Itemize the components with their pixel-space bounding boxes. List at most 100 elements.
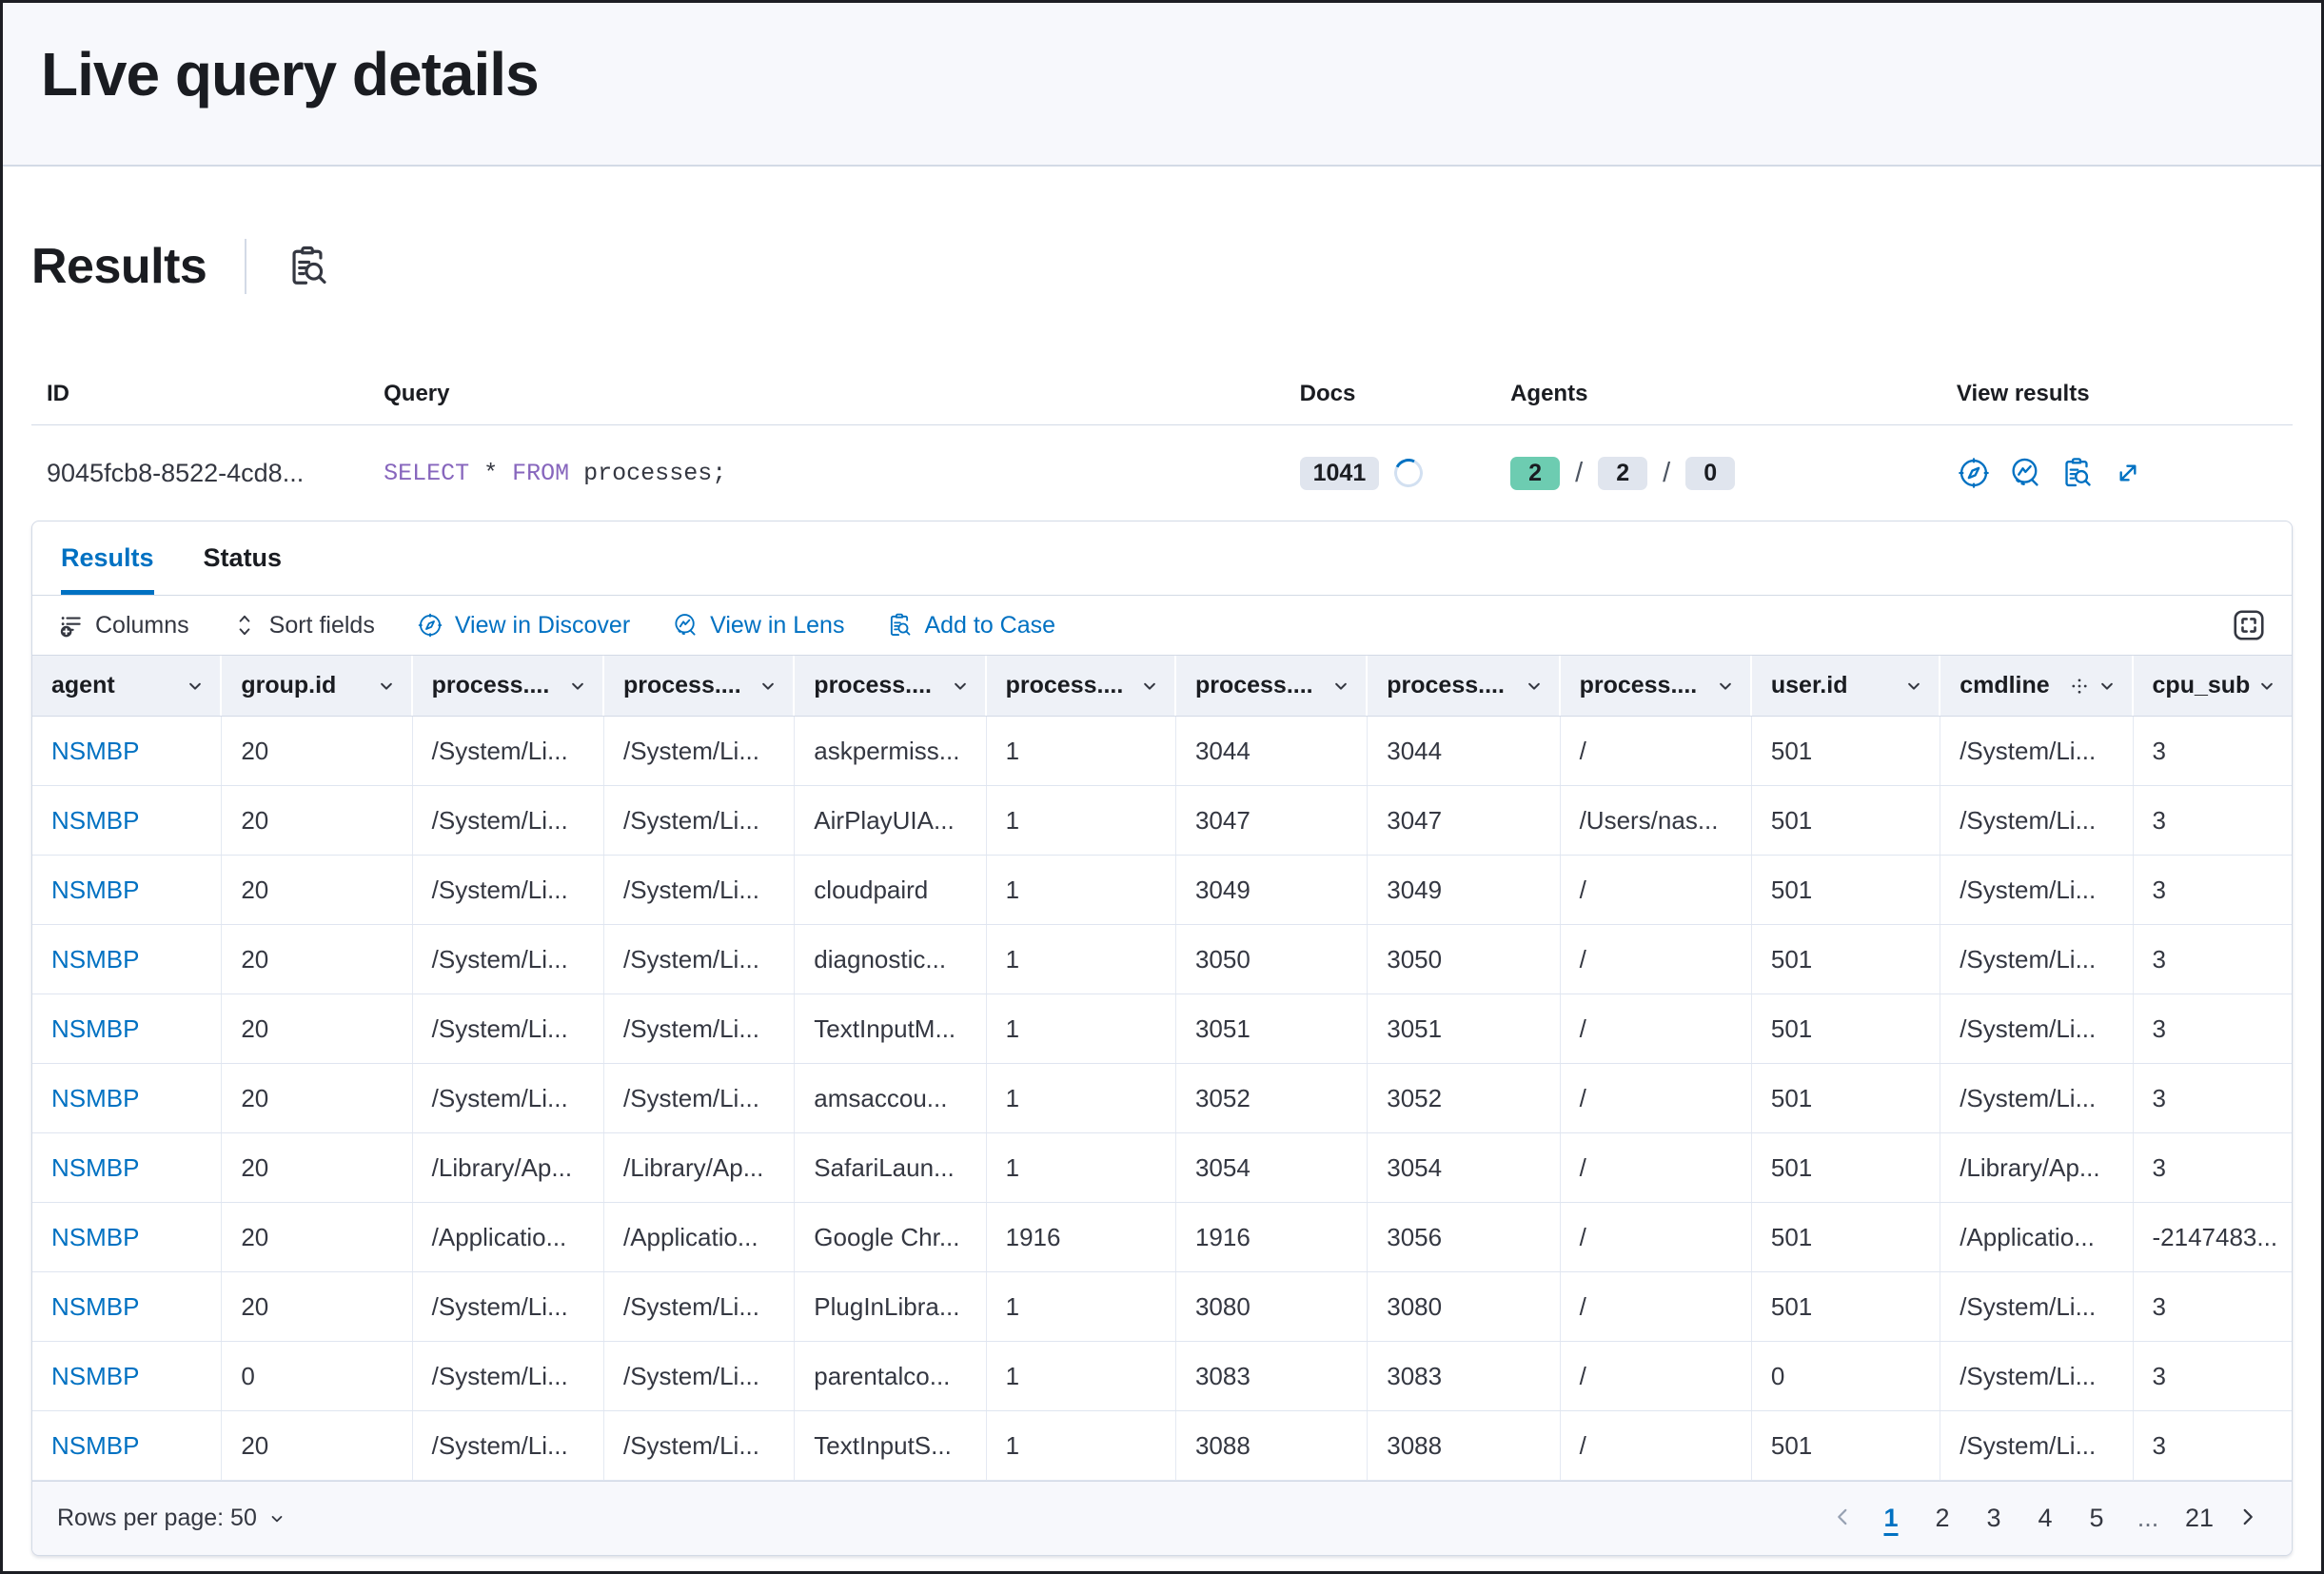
agent-link[interactable]: NSMBP [51,1152,140,1182]
chevron-down-icon[interactable] [375,675,398,698]
page-button-2[interactable]: 2 [1920,1497,1964,1541]
grid-cell[interactable]: 3051 [1176,994,1369,1063]
grid-cell[interactable]: / [1561,856,1752,924]
grid-cell[interactable]: 3056 [1368,1203,1561,1271]
column-header-cpu_sub...[interactable]: cpu_sub... [2134,656,2292,716]
grid-cell[interactable]: 501 [1752,1272,1941,1341]
grid-cell[interactable]: /System/Li... [413,717,604,785]
grid-cell[interactable]: 3049 [1176,856,1369,924]
grid-cell[interactable]: cloudpaird [795,856,987,924]
previous-page-button[interactable] [1823,1500,1861,1538]
next-page-button[interactable] [2229,1500,2267,1538]
agent-link[interactable]: NSMBP [51,805,140,835]
grid-cell[interactable]: /System/Li... [1940,1064,2134,1132]
grid-cell[interactable]: /Applicatio... [604,1203,796,1271]
agent-link-cell[interactable]: NSMBP [32,1342,223,1410]
column-header-process....[interactable]: process.... [1561,656,1752,716]
grid-cell[interactable]: 1 [987,1411,1176,1480]
grid-cell[interactable]: /System/Li... [1940,925,2134,994]
grid-cell[interactable]: /System/Li... [413,1272,604,1341]
chevron-down-icon[interactable] [1138,675,1161,698]
grid-cell[interactable]: 3 [2134,925,2292,994]
grid-cell[interactable]: / [1561,994,1752,1063]
agent-link-cell[interactable]: NSMBP [32,1411,223,1480]
agent-link-cell[interactable]: NSMBP [32,925,223,994]
grid-cell[interactable]: 20 [222,1064,413,1132]
grid-cell[interactable]: 20 [222,925,413,994]
agent-link-cell[interactable]: NSMBP [32,1203,223,1271]
grid-cell[interactable]: 1 [987,1272,1176,1341]
chevron-down-icon[interactable] [1714,675,1737,698]
agent-link-cell[interactable]: NSMBP [32,786,223,855]
agent-link[interactable]: NSMBP [51,1013,140,1043]
grid-cell[interactable]: /System/Li... [413,1411,604,1480]
column-header-process....[interactable]: process.... [795,656,987,716]
grid-cell[interactable]: 3083 [1176,1342,1369,1410]
agent-link[interactable]: NSMBP [51,944,140,974]
page-button-3[interactable]: 3 [1972,1497,2016,1541]
discover-icon[interactable] [1957,456,1991,490]
inspect-icon[interactable] [2059,456,2094,490]
agent-link-cell[interactable]: NSMBP [32,1272,223,1341]
grid-cell[interactable]: 501 [1752,856,1941,924]
agent-link[interactable]: NSMBP [51,1430,140,1460]
grid-cell[interactable]: / [1561,1272,1752,1341]
grid-cell[interactable]: 501 [1752,1411,1941,1480]
grid-cell[interactable]: 1 [987,717,1176,785]
grid-cell[interactable]: amsaccou... [795,1064,987,1132]
column-header-process....[interactable]: process.... [604,656,796,716]
grid-cell[interactable]: /System/Li... [1940,994,2134,1063]
column-header-agent[interactable]: agent [32,656,223,716]
grid-cell[interactable]: /System/Li... [604,994,796,1063]
grid-cell[interactable]: 501 [1752,1203,1941,1271]
grid-cell[interactable]: 1 [987,786,1176,855]
grid-cell[interactable]: /System/Li... [1940,856,2134,924]
grid-cell[interactable]: 3 [2134,856,2292,924]
grid-cell[interactable]: 3080 [1176,1272,1369,1341]
grid-cell[interactable]: 20 [222,1133,413,1202]
grid-cell[interactable]: 3050 [1368,925,1561,994]
grid-cell[interactable]: 3 [2134,1342,2292,1410]
grid-cell[interactable]: /Applicatio... [413,1203,604,1271]
column-header-process....[interactable]: process.... [987,656,1176,716]
tab-results[interactable]: Results [61,521,154,595]
grid-cell[interactable]: /System/Li... [413,994,604,1063]
chevron-down-icon[interactable] [2255,675,2278,698]
lens-icon[interactable] [2008,456,2042,490]
grid-cell[interactable]: 3052 [1176,1064,1369,1132]
grid-cell[interactable]: 3080 [1368,1272,1561,1341]
grid-cell[interactable]: Google Chr... [795,1203,987,1271]
grid-cell[interactable]: 20 [222,717,413,785]
page-button-5[interactable]: 5 [2075,1497,2118,1541]
column-header-user.id[interactable]: user.id [1752,656,1941,716]
agent-link[interactable]: NSMBP [51,1291,140,1321]
column-header-cmdline[interactable]: cmdline [1940,656,2134,716]
grid-cell[interactable]: 1916 [987,1203,1176,1271]
grid-cell[interactable]: /System/Li... [604,925,796,994]
column-header-group.id[interactable]: group.id [222,656,413,716]
grid-cell[interactable]: 20 [222,856,413,924]
page-button-1[interactable]: 1 [1869,1497,1913,1541]
page-button-4[interactable]: 4 [2023,1497,2067,1541]
grid-cell[interactable]: askpermiss... [795,717,987,785]
grid-cell[interactable]: SafariLaun... [795,1133,987,1202]
grid-cell[interactable]: 3 [2134,1411,2292,1480]
grid-cell[interactable]: 3047 [1176,786,1369,855]
chevron-down-icon[interactable] [1523,675,1546,698]
columns-button[interactable]: Columns [57,612,189,639]
grid-cell[interactable]: 3054 [1368,1133,1561,1202]
grid-cell[interactable]: parentalco... [795,1342,987,1410]
grid-cell[interactable]: /System/Li... [413,925,604,994]
grid-cell[interactable]: / [1561,1342,1752,1410]
grid-cell[interactable]: /Applicatio... [1940,1203,2134,1271]
grid-cell[interactable]: 3 [2134,994,2292,1063]
grid-cell[interactable]: -2147483... [2134,1203,2292,1271]
grid-cell[interactable]: 3088 [1176,1411,1369,1480]
chevron-down-icon[interactable] [2096,675,2118,698]
grid-cell[interactable]: / [1561,1411,1752,1480]
chevron-down-icon[interactable] [949,675,972,698]
chevron-down-icon[interactable] [757,675,779,698]
grid-cell[interactable]: 501 [1752,994,1941,1063]
grid-cell[interactable]: /System/Li... [413,1064,604,1132]
grid-cell[interactable]: / [1561,1133,1752,1202]
